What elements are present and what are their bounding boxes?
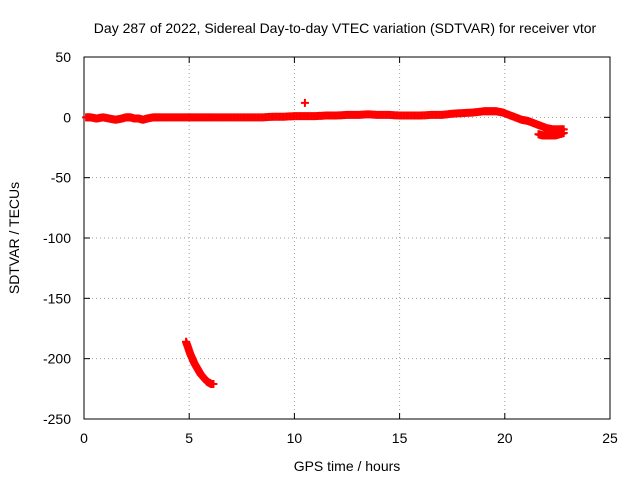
y-tick-label: -100 bbox=[43, 230, 71, 246]
y-tick-label: -50 bbox=[51, 170, 71, 186]
x-tick-label: 25 bbox=[602, 430, 618, 446]
y-axis-title: SDTVAR / TECUs bbox=[6, 182, 22, 294]
y-tick-label: -200 bbox=[43, 351, 71, 367]
x-tick-label: 0 bbox=[80, 430, 88, 446]
data-layer bbox=[82, 98, 568, 389]
x-axis-title: GPS time / hours bbox=[294, 458, 401, 474]
y-tick-label: 50 bbox=[55, 49, 71, 65]
descending-arc-point bbox=[209, 380, 218, 389]
x-tick-label: 15 bbox=[392, 430, 408, 446]
y-tick-label: -150 bbox=[43, 290, 71, 306]
x-tick-label: 20 bbox=[497, 430, 513, 446]
chart-title: Day 287 of 2022, Sidereal Day-to-day VTE… bbox=[94, 20, 597, 36]
lower-branch-point bbox=[559, 129, 568, 138]
x-tick-label: 5 bbox=[185, 430, 193, 446]
axis-layer: 0 5 10 15 20 25 -250 -200 -150 -100 -50 0 50 bbox=[43, 49, 618, 446]
isolated-point-point bbox=[300, 98, 309, 107]
y-tick-label: 0 bbox=[63, 109, 71, 125]
y-tick-label: -250 bbox=[43, 411, 71, 427]
x-tick-label: 10 bbox=[287, 430, 303, 446]
